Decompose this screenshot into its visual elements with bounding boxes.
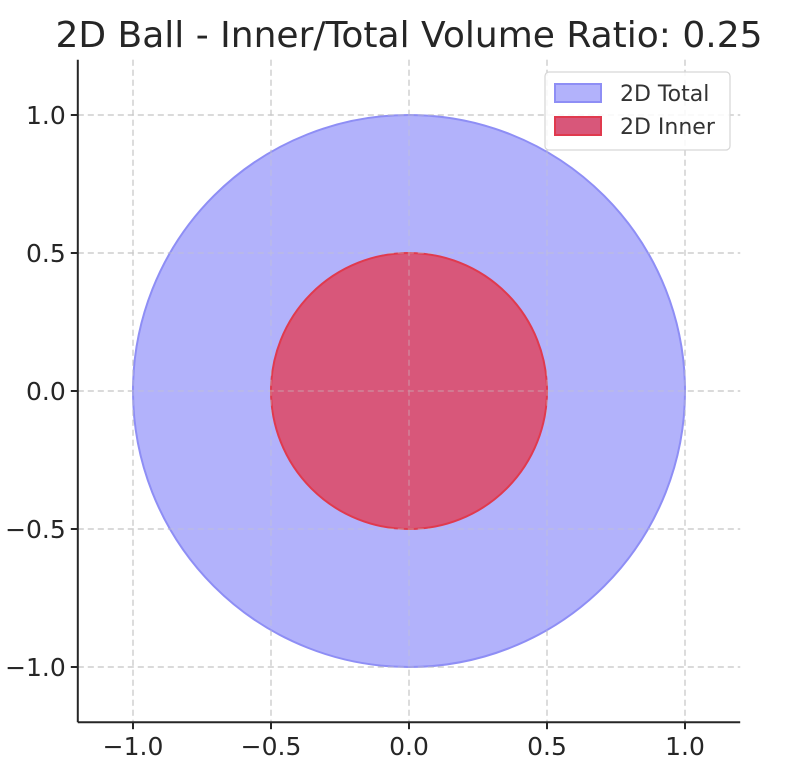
x-tick-label-4: 1.0 bbox=[665, 732, 705, 761]
y-tick-label-2: 0.0 bbox=[26, 377, 66, 406]
axes: −1.0 −0.5 0.0 0.5 1.0 −1.0 −0.5 0.0 0.5 1.0 bbox=[5, 59, 741, 761]
legend: 2D Total 2D Inner bbox=[544, 71, 731, 151]
y-tick-label-1: −0.5 bbox=[5, 515, 66, 544]
chart-title: 2D Ball - Inner/Total Volume Ratio: 0.25 bbox=[55, 15, 762, 56]
grid-overlay bbox=[77, 59, 741, 723]
series-layer bbox=[77, 59, 741, 723]
x-tick-label-1: −0.5 bbox=[241, 732, 302, 761]
legend-swatch-1 bbox=[554, 116, 602, 136]
y-tick-label-0: −1.0 bbox=[5, 653, 66, 682]
x-tick-label-3: 0.5 bbox=[527, 732, 567, 761]
legend-label-0: 2D Total bbox=[620, 82, 709, 107]
x-tick-label-0: −1.0 bbox=[103, 732, 164, 761]
legend-label-1: 2D Inner bbox=[620, 115, 716, 140]
y-tick-label-4: 1.0 bbox=[26, 101, 66, 130]
y-tick-label-3: 0.5 bbox=[26, 239, 66, 268]
legend-swatch-0 bbox=[554, 83, 602, 103]
x-tick-label-2: 0.0 bbox=[389, 732, 429, 761]
